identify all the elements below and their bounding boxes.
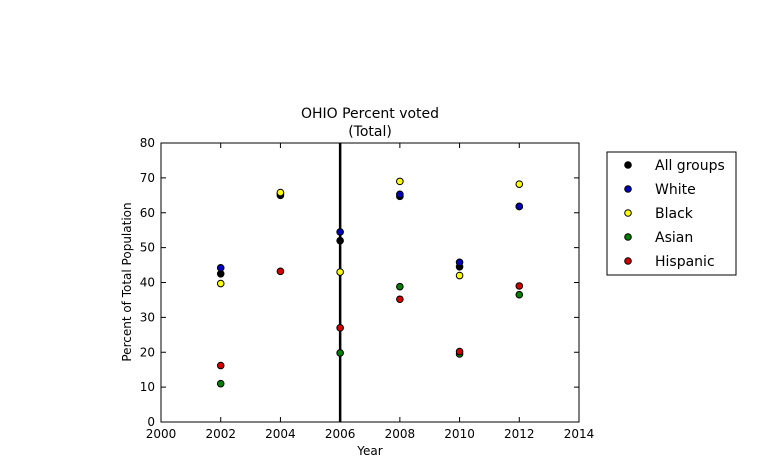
point-hispanic (396, 295, 404, 304)
point-white (515, 202, 524, 211)
legend-items: All groups White Black Asian Hispanic (624, 158, 725, 270)
point-black (336, 268, 344, 276)
point-asian (396, 282, 404, 291)
point-hispanic (515, 282, 524, 290)
y-tick-label: 20 (140, 345, 155, 359)
y-tick-label: 50 (140, 241, 155, 255)
point-white (455, 258, 464, 267)
point-white (396, 190, 404, 199)
legend-marker (624, 257, 632, 265)
legend: All groups White Black Asian Hispanic (606, 151, 737, 276)
point-black (396, 177, 404, 186)
y-tick-label: 40 (140, 276, 155, 290)
legend-marker (624, 209, 632, 217)
y-tick-label: 30 (140, 310, 155, 324)
point-asian (336, 349, 344, 357)
y-tick-label: 60 (140, 206, 155, 220)
x-tick-label: 2002 (205, 427, 236, 441)
x-tick-label: 2004 (265, 427, 296, 441)
point-black (216, 279, 225, 288)
plot-area-frame (160, 142, 580, 423)
x-tick-label: 2010 (444, 427, 475, 441)
chart-title: OHIO Percent voted (301, 106, 439, 122)
point-black (276, 188, 285, 197)
point-hispanic (216, 361, 225, 370)
legend-label: White (655, 182, 696, 198)
y-tick-label: 0 (147, 415, 155, 429)
x-tick-label: 2014 (564, 427, 595, 441)
chart-subtitle: (Total) (348, 124, 392, 140)
x-tick-label: 2000 (146, 427, 177, 441)
x-tick-label: 2008 (385, 427, 416, 441)
point-hispanic (455, 347, 464, 356)
point-asian (515, 290, 524, 299)
legend-label: All groups (655, 158, 725, 174)
legend-label: Black (655, 206, 694, 222)
legend-label: Asian (655, 230, 693, 246)
y-axis-label: Percent of Total Population (120, 202, 134, 361)
x-axis-label: Year (356, 444, 382, 458)
x-tick-label: 2012 (504, 427, 535, 441)
y-axis-ticks: 0 10 20 30 40 50 60 70 80 (140, 136, 579, 429)
y-tick-label: 70 (140, 171, 155, 185)
point-black (515, 180, 524, 188)
point-hispanic (336, 324, 344, 332)
legend-marker (624, 185, 632, 193)
legend-label: Hispanic (655, 254, 715, 270)
point-white (336, 228, 344, 236)
data-points (216, 177, 524, 388)
point-all-groups (336, 236, 344, 245)
x-tick-label: 2006 (325, 427, 356, 441)
point-white (216, 264, 225, 272)
y-tick-label: 80 (140, 136, 155, 150)
legend-marker (624, 233, 632, 241)
point-hispanic (276, 267, 285, 276)
point-black (455, 271, 464, 280)
y-tick-label: 10 (140, 380, 155, 394)
x-axis-ticks: 2000 2002 2004 2006 2008 2010 2012 2014 (146, 143, 595, 441)
legend-marker (624, 161, 632, 169)
point-asian (216, 379, 225, 388)
